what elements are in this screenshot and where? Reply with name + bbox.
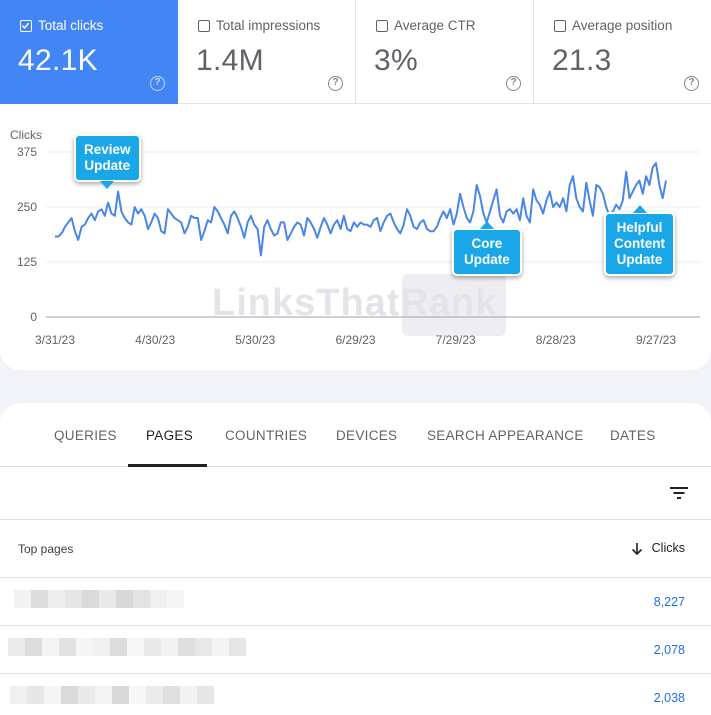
- metric-card-total-impressions[interactable]: Total impressions 1.4M ?: [178, 0, 356, 104]
- callout-text: Update: [84, 158, 131, 173]
- tab-dates[interactable]: DATES: [610, 428, 656, 443]
- x-tick-label: 3/31/23: [35, 333, 75, 347]
- help-icon[interactable]: ?: [506, 76, 521, 91]
- results-table-panel: QUERIES PAGES COUNTRIES DEVICES SEARCH A…: [0, 403, 711, 715]
- metric-value: 21.3: [552, 44, 612, 77]
- y-tick-label: 375: [17, 145, 37, 159]
- x-tick-label: 5/30/23: [235, 333, 275, 347]
- help-icon[interactable]: ?: [150, 76, 165, 91]
- arrow-down-icon[interactable]: [631, 542, 643, 556]
- metric-label: Average position: [572, 18, 673, 33]
- tab-pages[interactable]: PAGES: [146, 428, 194, 443]
- metric-card-average-position[interactable]: Average position 21.3 ?: [534, 0, 711, 104]
- metric-value: 42.1K: [18, 44, 98, 77]
- checkbox-icon[interactable]: [376, 20, 388, 32]
- tab-search-appearance[interactable]: SEARCH APPEARANCE: [427, 428, 584, 443]
- callout-text: Core: [471, 236, 503, 251]
- callout-helpful-content-update: Helpful Content Update: [604, 205, 675, 276]
- checkbox-checked-icon[interactable]: [20, 20, 32, 32]
- column-header-clicks[interactable]: Clicks: [651, 541, 685, 555]
- y-tick-label: 250: [17, 200, 37, 214]
- metric-card-average-ctr[interactable]: Average CTR 3% ?: [356, 0, 534, 104]
- x-tick-label: 6/29/23: [335, 333, 375, 347]
- tab-queries[interactable]: QUERIES: [54, 428, 117, 443]
- clicks-value: 2,078: [653, 643, 685, 657]
- tab-devices[interactable]: DEVICES: [336, 428, 398, 443]
- metric-label: Total impressions: [216, 18, 321, 33]
- table-row[interactable]: 2,078: [0, 626, 711, 674]
- table-row[interactable]: 2,038: [0, 674, 711, 715]
- metric-label: Average CTR: [394, 18, 476, 33]
- callout-text: Review: [84, 142, 131, 157]
- y-tick-label: 0: [30, 310, 37, 324]
- redacted-url: [8, 638, 246, 656]
- clicks-value: 2,038: [653, 691, 685, 705]
- checkbox-icon[interactable]: [198, 20, 210, 32]
- active-tab-indicator: [128, 464, 207, 467]
- clicks-chart-panel: Clicks LinksThatRank 0 125 250 375 3/31/23 4/…: [0, 104, 711, 370]
- y-tick-label: 125: [17, 255, 37, 269]
- redacted-url: [14, 590, 184, 608]
- x-tick-label: 7/29/23: [436, 333, 476, 347]
- checkbox-icon[interactable]: [554, 20, 566, 32]
- redacted-url: [10, 686, 214, 704]
- callout-text: Helpful: [616, 220, 663, 235]
- filter-icon[interactable]: [669, 485, 689, 501]
- callout-text: Content: [614, 236, 665, 251]
- x-tick-label: 4/30/23: [135, 333, 175, 347]
- callout-review-update: Review Update: [74, 134, 141, 189]
- metric-cards: Total clicks 42.1K ? Total impressions 1…: [0, 0, 711, 104]
- clicks-value: 8,227: [653, 595, 685, 609]
- metric-value: 3%: [374, 44, 418, 77]
- clicks-series-line: [55, 162, 667, 257]
- tab-countries[interactable]: COUNTRIES: [225, 428, 308, 443]
- help-icon[interactable]: ?: [684, 76, 699, 91]
- table-row[interactable]: 8,227: [0, 578, 711, 626]
- callout-text: Update: [616, 252, 663, 267]
- x-tick-label: 9/27/23: [636, 333, 676, 347]
- clicks-line-chart: 0 125 250 375 3/31/23 4/30/23 5/30/23 6/29/23 7/…: [17, 145, 700, 347]
- column-header-top-pages[interactable]: Top pages: [18, 542, 74, 556]
- watermark-box: [402, 274, 506, 336]
- filter-row: [0, 468, 711, 520]
- x-tick-label: 8/28/23: [536, 333, 576, 347]
- callout-core-update: Core Update: [452, 221, 522, 276]
- callout-text: Update: [464, 252, 510, 267]
- dimension-tabs: QUERIES PAGES COUNTRIES DEVICES SEARCH A…: [0, 403, 711, 467]
- help-icon[interactable]: ?: [328, 76, 343, 91]
- metric-value: 1.4M: [196, 44, 264, 77]
- table-header: Top pages Clicks: [0, 520, 711, 578]
- y-axis-title: Clicks: [10, 128, 42, 142]
- metric-label: Total clicks: [38, 18, 104, 33]
- metric-card-total-clicks[interactable]: Total clicks 42.1K ?: [0, 0, 178, 104]
